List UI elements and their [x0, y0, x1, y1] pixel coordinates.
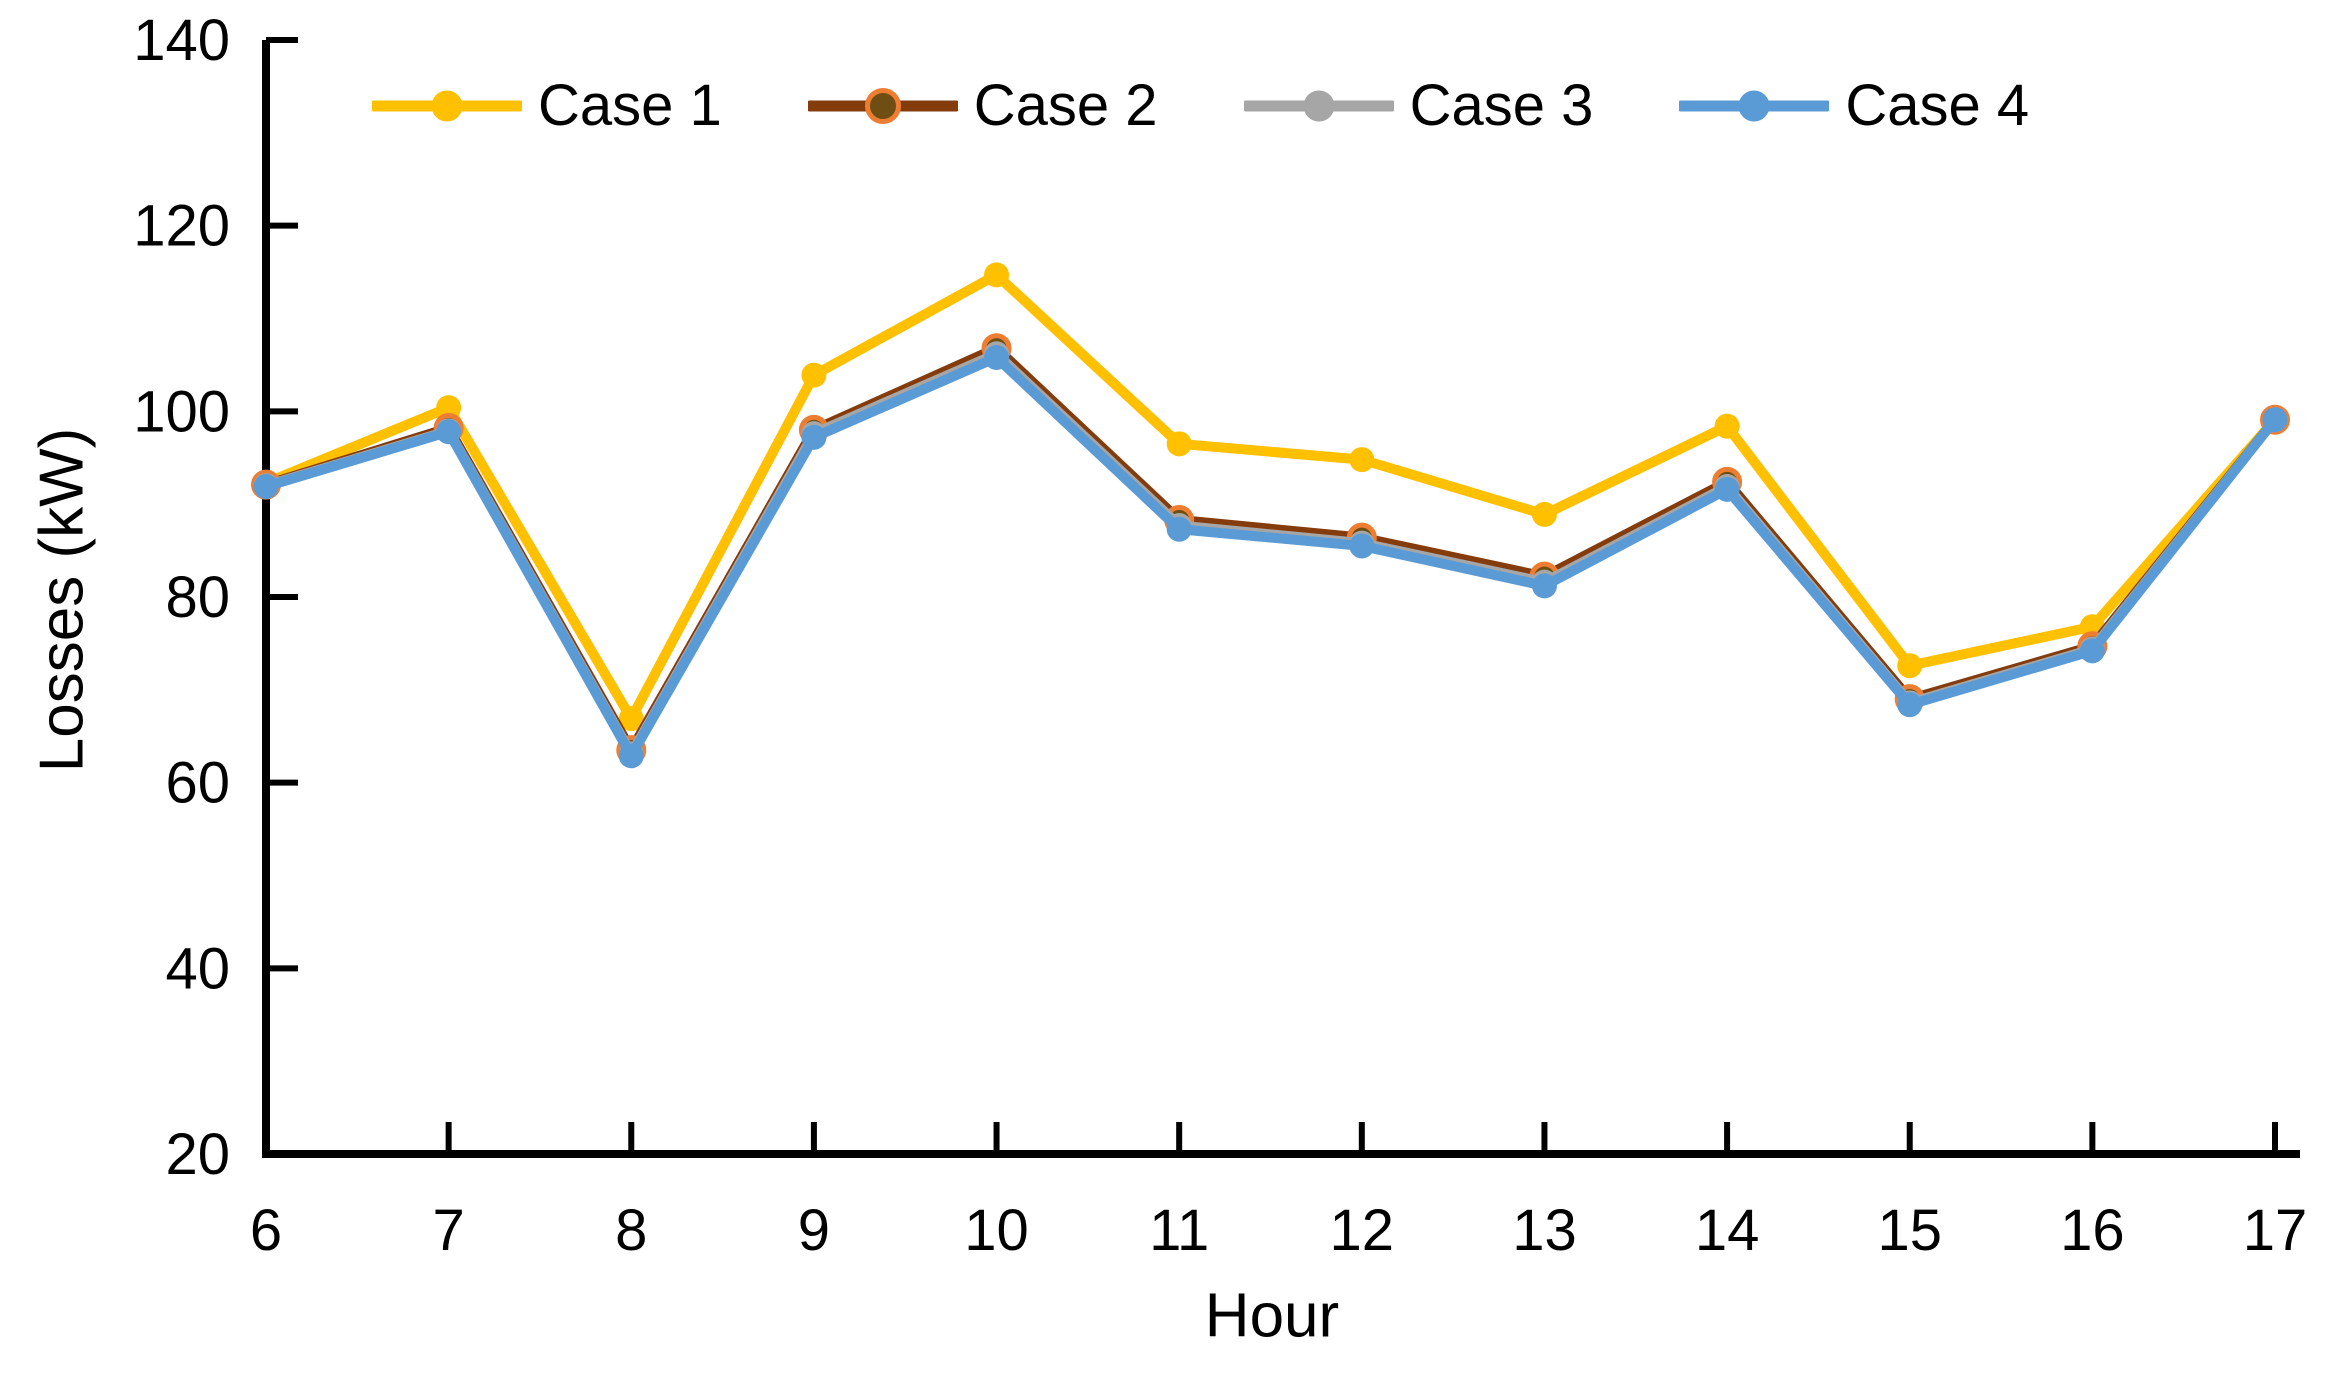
series-case-1 [253, 262, 2288, 732]
series-line [261, 348, 2280, 759]
x-tick-label: 17 [2243, 1198, 2308, 1263]
legend-swatch [1679, 90, 1830, 122]
legend-item-case-4: Case 4 [1679, 74, 2029, 138]
data-point [801, 362, 827, 388]
data-point [436, 395, 462, 421]
data-point [1349, 533, 1375, 559]
legend-swatch [1243, 90, 1394, 122]
data-point [1714, 476, 1740, 502]
data-point [253, 474, 279, 500]
x-tick-label: 6 [250, 1198, 282, 1263]
data-point [1166, 516, 1192, 542]
series-case-3 [253, 341, 2288, 767]
legend-label: Case 4 [1845, 73, 2030, 138]
data-point [984, 262, 1010, 288]
x-tick-label: 9 [798, 1198, 830, 1263]
x-tick-label: 13 [1512, 1198, 1577, 1263]
x-tick-label: 15 [1877, 1198, 1942, 1263]
legend-label: Case 1 [538, 73, 722, 138]
data-point [1166, 431, 1192, 457]
data-point [618, 743, 644, 769]
data-point [618, 706, 644, 732]
y-tick-label: 140 [133, 8, 230, 73]
x-tick-label: 8 [615, 1198, 647, 1263]
axes: 20 40 60 80 100 120 140 6 7 8 9 10 11 12 13 14 15 16 17 [133, 8, 2307, 1263]
data-point [1531, 573, 1557, 599]
legend-item-case-1: Case 1 [372, 74, 722, 138]
data-point [1897, 653, 1923, 679]
y-tick-label: 100 [133, 379, 230, 444]
data-point [1531, 501, 1557, 527]
x-axis-title: Hour [1204, 1281, 1340, 1351]
data-point [1349, 447, 1375, 473]
legend-marker-icon [431, 90, 463, 122]
series-case-4 [253, 344, 2288, 769]
data-point [1714, 413, 1740, 439]
x-tick-label: 11 [1149, 1198, 1209, 1263]
x-tick-label: 14 [1695, 1198, 1760, 1263]
legend-swatch [807, 88, 958, 124]
legend-swatch [372, 90, 522, 122]
y-tick-label: 120 [133, 194, 230, 259]
data-point [801, 424, 827, 450]
y-tick-label: 20 [165, 1122, 230, 1187]
legend-label: Case 3 [1409, 73, 1594, 138]
series-case-2 [251, 333, 2290, 766]
y-tick-label: 60 [165, 751, 230, 816]
legend-item-case-3: Case 3 [1243, 73, 1594, 138]
y-axis-title: Losses (kW) [27, 427, 97, 773]
data-point [2079, 638, 2105, 664]
legend-marker-icon [1738, 90, 1770, 122]
y-tick-label: 40 [165, 936, 230, 1001]
data-point [1897, 692, 1923, 718]
legend-marker-icon [1303, 90, 1335, 122]
data-point [984, 344, 1010, 370]
y-tick-label: 80 [165, 565, 230, 630]
legend-item-case-2: Case 2 [807, 73, 1158, 138]
legend-marker-icon [864, 88, 901, 124]
series-line [261, 269, 2280, 724]
x-tick-label: 12 [1330, 1198, 1395, 1263]
legend-label: Case 2 [973, 73, 1158, 138]
x-tick-label: 10 [964, 1198, 1029, 1263]
data-point [2262, 407, 2288, 433]
data-point [436, 419, 462, 445]
x-tick-label: 7 [433, 1198, 465, 1263]
chart-legend: Case 1 Case 2 Case 3 Case 4 [372, 74, 2029, 138]
series-line [261, 352, 2280, 761]
x-tick-label: 16 [2060, 1198, 2125, 1263]
